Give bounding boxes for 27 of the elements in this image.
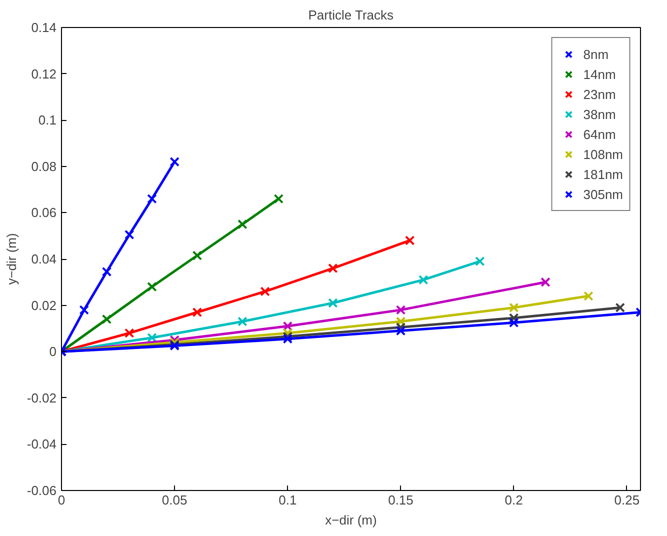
- y-tick-label: 0: [49, 344, 57, 360]
- legend-label: 305nm: [583, 186, 623, 202]
- y-tick-label: 0.14: [31, 20, 57, 35]
- legend-label: 23nm: [583, 86, 616, 102]
- legend-label: 64nm: [583, 126, 616, 142]
- x-tick-label: 0.1: [278, 492, 297, 508]
- legend-label: 108nm: [583, 146, 623, 162]
- x-tick-label: 0.15: [388, 492, 414, 508]
- legend-label: 14nm: [583, 66, 616, 82]
- y-tick-label: 0.1: [38, 112, 57, 128]
- y-axis-title: y−dir (m): [4, 233, 19, 285]
- y-tick-label: -0.06: [26, 483, 57, 498]
- y-tick-label: -0.02: [26, 390, 57, 406]
- legend-label: 38nm: [583, 106, 616, 122]
- legend-label: 8nm: [583, 46, 609, 62]
- y-tick-label: 0.06: [31, 205, 57, 220]
- y-tick-label: 0.12: [31, 66, 57, 82]
- y-tick-label: 0.08: [31, 158, 57, 174]
- y-tick-label: -0.04: [26, 436, 57, 452]
- x-tick-label: 0.25: [614, 492, 640, 508]
- x-tick-label: 0.2: [504, 492, 523, 508]
- legend-label: 181nm: [583, 166, 623, 182]
- y-tick-label: 0.04: [31, 252, 57, 266]
- x-axis-title: x−dir (m): [325, 512, 377, 528]
- y-tick-label: 0.02: [31, 298, 57, 313]
- x-tick-label: 0.05: [162, 492, 188, 508]
- chart-title: Particle Tracks: [308, 8, 394, 22]
